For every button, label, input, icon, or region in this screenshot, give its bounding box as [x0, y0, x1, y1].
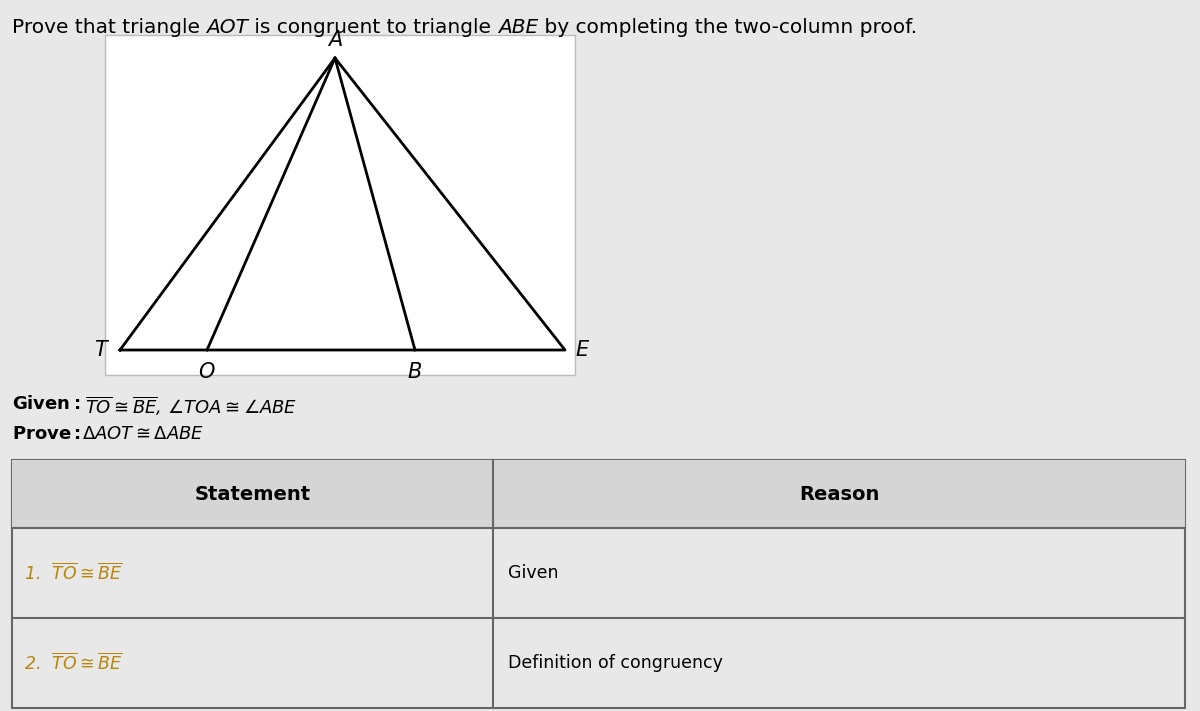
Text: Statement: Statement — [194, 484, 311, 503]
Text: $T$: $T$ — [94, 340, 110, 360]
Text: ABE: ABE — [498, 18, 538, 37]
Text: is congruent to triangle: is congruent to triangle — [248, 18, 498, 37]
Text: $\overline{TO} \cong \overline{BE}$, $\angle TOA \cong \angle ABE$: $\overline{TO} \cong \overline{BE}$, $\a… — [85, 395, 298, 419]
Text: $\bf{Given:}$: $\bf{Given:}$ — [12, 395, 80, 413]
Text: Prove that triangle: Prove that triangle — [12, 18, 206, 37]
Text: AOT: AOT — [206, 18, 248, 37]
Text: $A$: $A$ — [328, 30, 343, 50]
Text: $\Delta AOT \cong \Delta ABE$: $\Delta AOT \cong \Delta ABE$ — [82, 425, 204, 443]
Text: Definition of congruency: Definition of congruency — [508, 654, 722, 672]
Text: $B$: $B$ — [408, 362, 422, 382]
Text: Reason: Reason — [799, 484, 880, 503]
Text: 2.  $\overline{TO} \cong \overline{BE}$: 2. $\overline{TO} \cong \overline{BE}$ — [24, 653, 122, 673]
Text: 1.  $\overline{TO} \cong \overline{BE}$: 1. $\overline{TO} \cong \overline{BE}$ — [24, 562, 122, 584]
FancyBboxPatch shape — [12, 460, 1186, 528]
Text: $O$: $O$ — [198, 362, 216, 382]
FancyBboxPatch shape — [106, 35, 575, 375]
FancyBboxPatch shape — [12, 460, 1186, 708]
Text: $E$: $E$ — [575, 340, 590, 360]
Text: by completing the two-column proof.: by completing the two-column proof. — [538, 18, 917, 37]
Text: $\bf{Prove:}$: $\bf{Prove:}$ — [12, 425, 82, 443]
Text: Given: Given — [508, 564, 558, 582]
